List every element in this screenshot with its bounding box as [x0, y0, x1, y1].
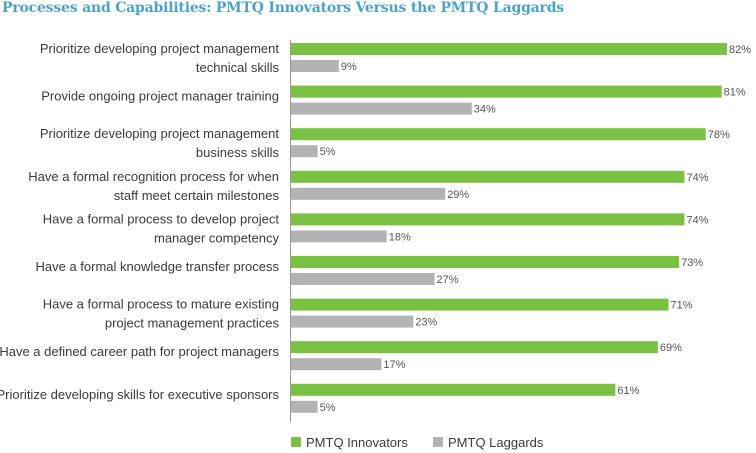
- category-label-line: staff meet certain milestones: [114, 188, 280, 203]
- legend-swatch: [433, 437, 443, 447]
- innovators-value-label: 78%: [708, 129, 730, 141]
- innovators-bar: [291, 213, 685, 226]
- category-label-line: Have a formal recognition process for wh…: [28, 169, 279, 184]
- laggards-bar: [291, 400, 318, 413]
- category-label: Have a defined career path for project m…: [0, 344, 279, 359]
- category-label-line: manager competency: [154, 230, 280, 245]
- laggards-bar: [291, 358, 382, 371]
- laggards-value-label: 23%: [415, 317, 437, 329]
- innovators-value-label: 69%: [660, 342, 682, 354]
- innovators-bar: [291, 85, 722, 98]
- innovators-value-label: 74%: [686, 172, 708, 184]
- category-label-line: project management practices: [105, 316, 280, 331]
- legend-label: PMTQ Innovators: [306, 435, 408, 450]
- laggards-value-label: 29%: [447, 189, 469, 201]
- innovators-bar: [291, 128, 706, 141]
- innovators-value-label: 74%: [686, 214, 708, 226]
- category-label-line: Prioritize developing project management: [40, 126, 280, 141]
- innovators-bar: [291, 341, 658, 354]
- laggards-value-label: 5%: [320, 146, 336, 158]
- category-label-line: technical skills: [196, 60, 280, 75]
- category-label-line: Have a formal process to develop project: [43, 211, 280, 226]
- innovators-value-label: 73%: [681, 257, 703, 269]
- category-label-line: Have a formal knowledge transfer process: [35, 259, 279, 274]
- laggards-bar: [291, 145, 318, 158]
- category-label-line: Have a defined career path for project m…: [0, 344, 279, 359]
- innovators-value-label: 71%: [671, 300, 693, 312]
- laggards-value-label: 27%: [437, 274, 459, 286]
- innovators-bar: [291, 43, 727, 55]
- innovators-value-label: 61%: [617, 385, 639, 397]
- category-label-line: Prioritize developing skills for executi…: [0, 387, 279, 402]
- legend-swatch: [291, 437, 301, 447]
- laggards-value-label: 5%: [320, 402, 336, 414]
- innovators-value-label: 81%: [724, 87, 746, 99]
- category-label-line: Provide ongoing project manager training: [41, 89, 279, 104]
- laggards-bar: [291, 102, 472, 115]
- category-label: Have a formal knowledge transfer process: [35, 259, 279, 274]
- category-label: Have a formal process to mature existing…: [43, 297, 280, 331]
- chart-title: Processes and Capabilities: PMTQ Innovat…: [2, 0, 564, 16]
- category-label: Provide ongoing project manager training: [41, 89, 279, 104]
- category-label: Have a formal recognition process for wh…: [28, 169, 279, 203]
- laggards-bar: [291, 273, 435, 285]
- category-label-line: Prioritize developing project management: [40, 41, 280, 56]
- innovators-bar: [291, 383, 616, 396]
- legend-label: PMTQ Laggards: [448, 435, 544, 450]
- category-label: Have a formal process to develop project…: [43, 211, 280, 245]
- innovators-bar: [291, 298, 669, 311]
- innovators-value-label: 82%: [729, 44, 751, 56]
- category-label: Prioritize developing skills for executi…: [0, 387, 279, 402]
- innovators-bar: [291, 170, 685, 183]
- laggards-value-label: 9%: [341, 61, 357, 73]
- laggards-value-label: 17%: [383, 359, 405, 371]
- laggards-value-label: 34%: [474, 104, 496, 116]
- laggards-bar: [291, 315, 414, 328]
- innovators-bar: [291, 256, 680, 268]
- laggards-bar: [291, 60, 339, 72]
- category-label-line: Have a formal process to mature existing: [43, 297, 279, 312]
- laggards-value-label: 18%: [389, 231, 411, 243]
- laggards-bar: [291, 187, 446, 200]
- category-label: Prioritize developing project management…: [40, 126, 280, 160]
- laggards-bar: [291, 230, 387, 243]
- category-label-line: business skills: [196, 145, 280, 160]
- category-label: Prioritize developing project management…: [40, 41, 280, 75]
